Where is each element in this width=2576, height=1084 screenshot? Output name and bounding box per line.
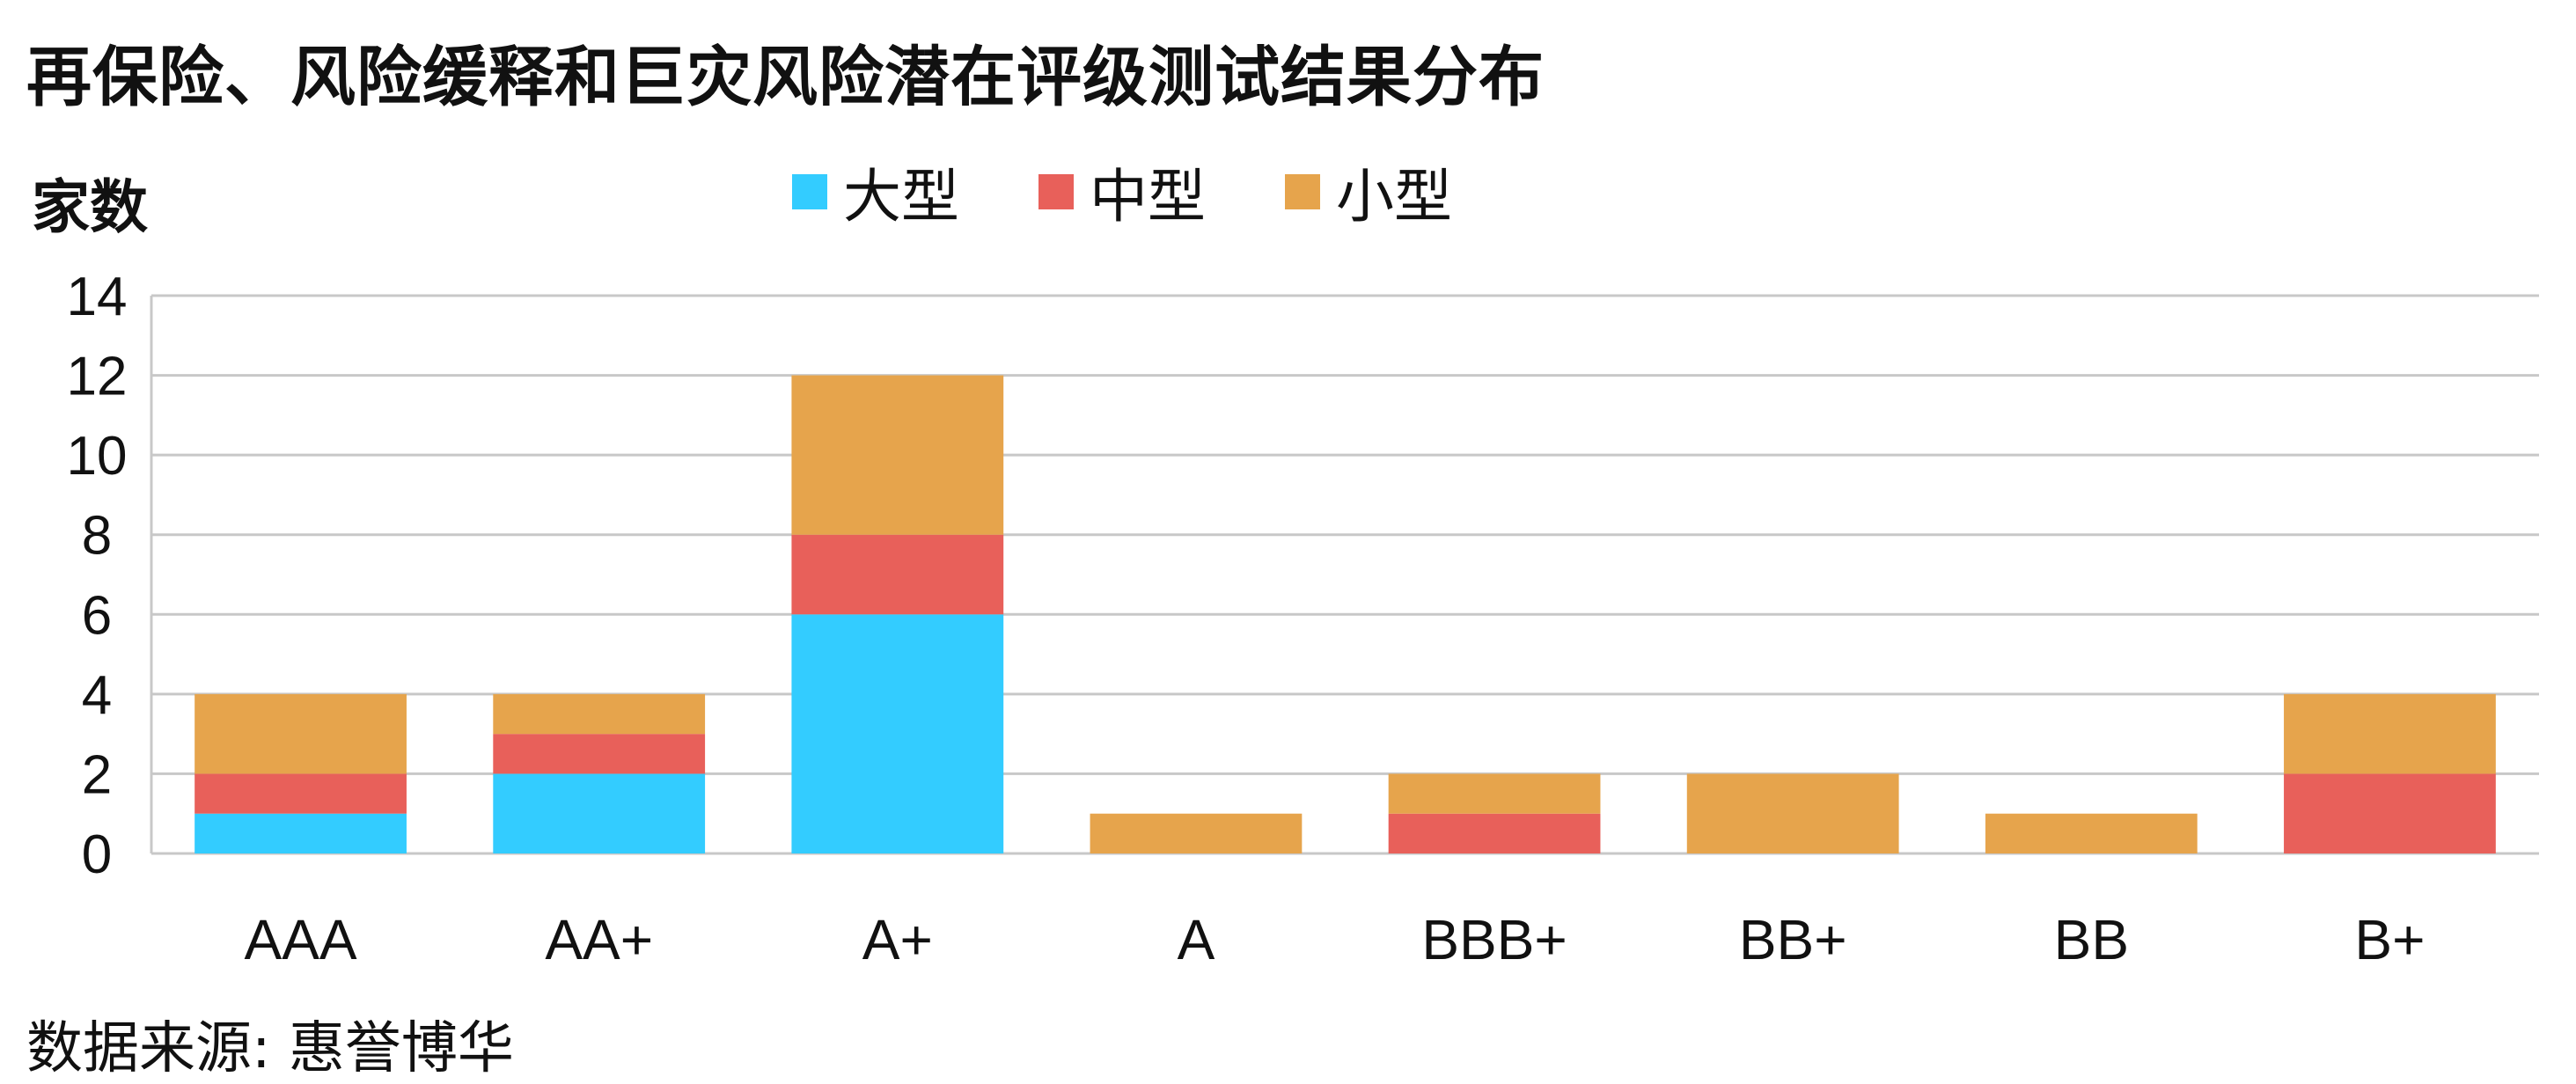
legend-item-small: 小型 [1285,150,1452,234]
y-tick-label-2: 2 [82,744,112,805]
bar-AAA-小型 [194,693,407,774]
y-tick-label-0: 0 [82,824,112,885]
bar-AA+-小型 [493,693,706,735]
bar-BBB+-中型 [1388,813,1601,853]
chart-title: 再保险、风险缓释和巨灾风险潜在评级测试结果分布 [26,40,1545,115]
x-tick-label-A: A [1178,908,1215,971]
legend-label-large: 大型 [843,163,959,231]
x-tick-label-B+: B+ [2354,908,2425,971]
bar-A-小型 [1090,813,1303,853]
legend-swatch-medium [1038,174,1074,209]
legend-label-small: 小型 [1336,163,1452,231]
legend-swatch-large [792,174,827,209]
x-tick-label-AA+: AA+ [545,908,653,971]
legend-label-medium: 中型 [1090,163,1206,231]
y-tick-label-12: 12 [67,347,128,407]
bar-AA+-中型 [493,734,706,774]
x-tick-label-BB+: BB+ [1739,908,1847,971]
x-tick-label-BB: BB [2054,908,2129,971]
x-tick-label-A+: A+ [862,908,933,971]
y-axis-label: 家数 [32,173,148,241]
legend: 大型 中型 小型 [792,150,1531,234]
y-tick-label-8: 8 [82,506,112,567]
bar-A+-大型 [791,614,1004,853]
legend-item-medium: 中型 [1038,150,1206,234]
data-source-note: 数据来源: 惠誉博华 [26,1016,514,1081]
y-tick-label-14: 14 [67,267,128,327]
bar-BB+-小型 [1686,773,1899,853]
x-tick-label-AAA: AAA [245,908,357,971]
bar-AAA-中型 [194,773,407,814]
legend-item-large: 大型 [792,150,959,234]
y-tick-label-10: 10 [67,426,128,487]
y-tick-label-6: 6 [82,585,112,646]
bar-BBB+-小型 [1388,773,1601,814]
bar-BB-小型 [1985,813,2198,853]
bar-B+-小型 [2284,693,2496,774]
bar-AAA-大型 [194,813,407,853]
bar-A+-中型 [791,534,1004,615]
bar-B+-中型 [2284,773,2496,853]
y-tick-label-4: 4 [82,665,112,726]
x-tick-label-BBB+: BBB+ [1421,908,1567,971]
bar-A+-小型 [791,375,1004,535]
legend-swatch-small [1285,174,1320,209]
bar-AA+-大型 [493,773,706,853]
